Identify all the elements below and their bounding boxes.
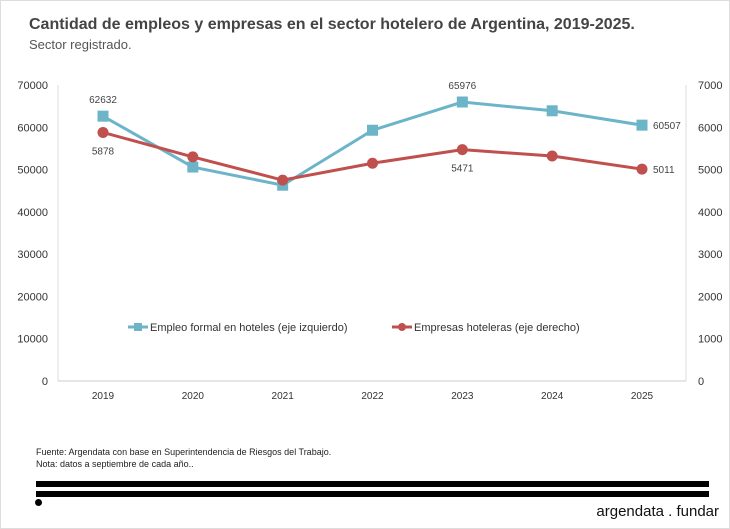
data-point bbox=[187, 161, 199, 173]
brand-dot bbox=[35, 499, 42, 506]
chart-plot: 0 10000 20000 30000 40000 50000 60000 70000 0 100… bbox=[17, 80, 722, 402]
brand-logo: argendata . fundar bbox=[596, 503, 719, 520]
y-left-tick-label: 30000 bbox=[17, 249, 48, 261]
data-point bbox=[97, 110, 109, 122]
y-left-tick-label: 20000 bbox=[17, 291, 48, 303]
x-tick-label: 2023 bbox=[451, 391, 474, 402]
x-tick-label: 2019 bbox=[92, 391, 115, 402]
data-point bbox=[456, 144, 468, 156]
x-tick-label: 2025 bbox=[631, 391, 654, 402]
divider-bar bbox=[36, 491, 709, 497]
y-right-tick-label: 1000 bbox=[698, 334, 722, 346]
data-point bbox=[97, 126, 109, 138]
legend-marker bbox=[398, 323, 406, 331]
divider-bar bbox=[36, 481, 709, 487]
y-left-tick-label: 60000 bbox=[17, 122, 48, 134]
data-point bbox=[546, 105, 558, 117]
data-point bbox=[367, 124, 378, 136]
y-right-tick-label: 3000 bbox=[698, 249, 722, 261]
data-point bbox=[277, 174, 289, 186]
data-label: 5471 bbox=[451, 164, 474, 175]
y-right-tick-label: 7000 bbox=[698, 80, 722, 92]
y-right-tick-label: 5000 bbox=[698, 165, 722, 177]
data-point bbox=[636, 163, 648, 175]
data-point bbox=[546, 150, 558, 162]
data-point bbox=[636, 119, 648, 131]
legend-label: Empresas hoteleras (eje derecho) bbox=[414, 322, 580, 334]
x-tick-label: 2022 bbox=[361, 391, 384, 402]
y-right-tick-label: 6000 bbox=[698, 122, 722, 134]
data-label: 62632 bbox=[89, 95, 117, 106]
y-left-tick-label: 40000 bbox=[17, 207, 48, 219]
y-right-tick-label: 0 bbox=[698, 376, 704, 388]
source-note: Fuente: Argendata con base en Superinten… bbox=[36, 447, 332, 457]
data-point bbox=[187, 151, 199, 163]
data-point bbox=[367, 157, 378, 169]
y-right-tick-label: 4000 bbox=[698, 207, 722, 219]
data-label: 5878 bbox=[92, 146, 115, 157]
x-tick-label: 2020 bbox=[182, 391, 205, 402]
data-label: 60507 bbox=[653, 121, 681, 132]
y-right-tick-label: 2000 bbox=[698, 291, 722, 303]
series-line bbox=[102, 100, 643, 187]
data-label: 65976 bbox=[448, 81, 476, 92]
data-point bbox=[456, 96, 468, 108]
chart-subtitle: Sector registrado. bbox=[29, 37, 132, 52]
y-left-tick-label: 0 bbox=[42, 376, 48, 388]
chart-title: Cantidad de empleos y empresas en el sec… bbox=[29, 16, 635, 33]
data-label: 5011 bbox=[653, 165, 675, 176]
x-tick-label: 2024 bbox=[541, 391, 564, 402]
data-note: Nota: datos a septiembre de cada año.. bbox=[36, 459, 194, 469]
y-left-tick-label: 70000 bbox=[17, 80, 48, 92]
legend-marker bbox=[134, 323, 142, 331]
series-line bbox=[102, 130, 643, 182]
y-left-tick-label: 10000 bbox=[17, 334, 48, 346]
legend-label: Empleo formal en hoteles (eje izquierdo) bbox=[150, 322, 348, 334]
x-tick-label: 2021 bbox=[272, 391, 295, 402]
y-left-tick-label: 50000 bbox=[17, 165, 48, 177]
